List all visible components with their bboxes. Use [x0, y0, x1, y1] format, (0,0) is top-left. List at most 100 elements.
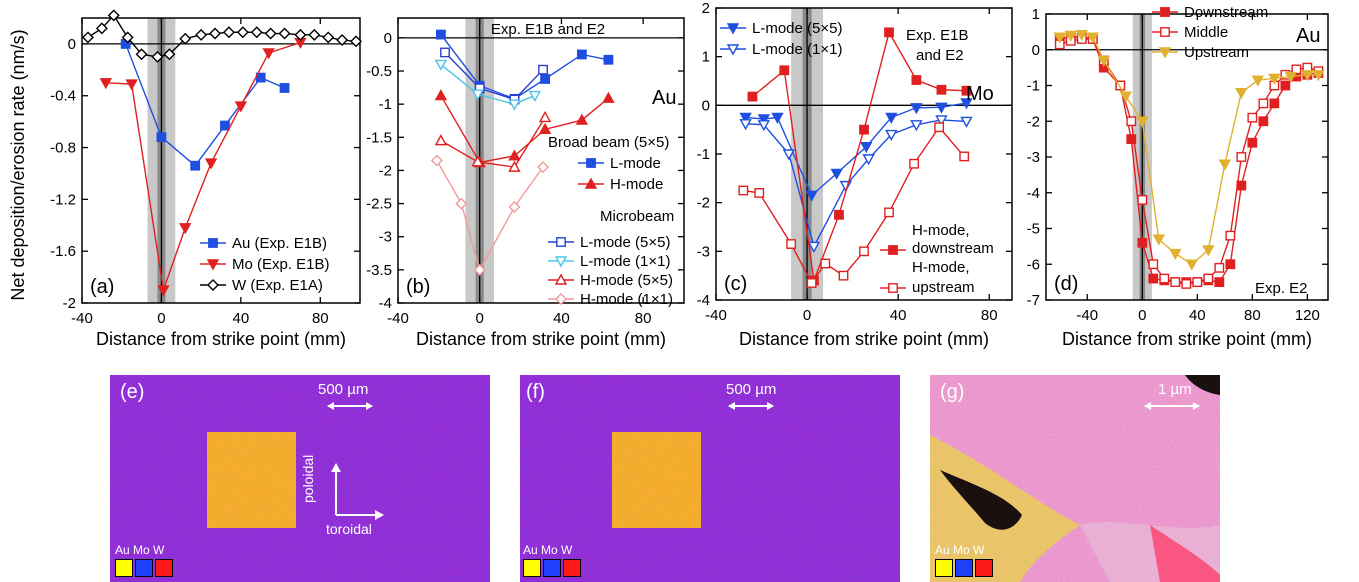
data-point [279, 83, 290, 93]
y-tick-label: -2 [697, 195, 710, 212]
legend-swatch-w [563, 559, 581, 577]
series-au-exp-e1b- [120, 39, 290, 171]
panel-label: (a) [90, 276, 114, 298]
series-w-exp-e1a- [81, 9, 363, 63]
legend-label: Downstream [1184, 4, 1268, 21]
annotation: Microbeam [600, 208, 674, 225]
legend-swatch-au [935, 559, 953, 577]
data-point [179, 223, 192, 235]
axis-label-poloidal: poloidal [300, 454, 316, 503]
legend-swatch-w [975, 559, 993, 577]
legend-entry: Middle [1152, 24, 1228, 41]
data-point [540, 74, 550, 84]
x-tick-label: 0 [803, 307, 811, 324]
series-line [444, 51, 544, 101]
data-point [807, 241, 821, 253]
y-tick-label: -5 [1027, 221, 1040, 238]
legend-marker [888, 283, 898, 293]
data-point [754, 188, 765, 198]
data-point [336, 34, 349, 47]
y-tick-label: -1 [697, 146, 710, 163]
data-point [1086, 32, 1099, 44]
data-point [757, 114, 771, 126]
data-point [508, 160, 521, 172]
x-tick-label: 80 [312, 310, 329, 327]
data-point [1137, 237, 1148, 248]
direction-arrows-icon [331, 463, 384, 520]
data-point [294, 28, 307, 41]
data-point [264, 27, 277, 40]
plot-frame [397, 17, 685, 304]
legend-marker [726, 44, 740, 56]
data-point [538, 110, 552, 123]
data-point [1214, 262, 1225, 273]
series-line [745, 119, 967, 249]
y-tick-label: -0.4 [50, 88, 76, 105]
x-tick-label: 0 [1138, 307, 1146, 324]
y-tick-label: -3 [697, 243, 710, 260]
data-point [278, 27, 291, 40]
x-tick-label: -40 [71, 310, 93, 327]
data-point [107, 9, 120, 22]
data-point [250, 26, 263, 39]
legend-label: Middle [1184, 24, 1228, 41]
series-line [105, 41, 301, 291]
series-line [1059, 38, 1319, 285]
series-middle [1054, 34, 1324, 289]
legend-marker [1158, 47, 1172, 59]
data-point [508, 149, 521, 161]
data-point [936, 84, 947, 95]
legend-label: downstream [912, 240, 994, 257]
legend-label: H-mode (1×1) [580, 291, 673, 308]
x-tick-label: 0 [476, 310, 484, 327]
series-l-mode [436, 29, 614, 104]
data-point [538, 64, 548, 75]
data-point [1236, 152, 1247, 162]
data-point [538, 122, 552, 135]
y-tick-label: -2.5 [366, 196, 392, 213]
legend-entry: H-mode (5×5) [548, 272, 673, 289]
data-point [222, 26, 235, 39]
data-point [960, 98, 973, 110]
legends: Au (Exp. E1B) Mo (Exp. E1B) W (Exp. E1A) Ex… [200, 4, 1320, 308]
chart-panel-d: -40 0 40 80 120 1 0 -1 -2 -3 -4 -5 -6 -7 Distance from… [1027, 6, 1329, 349]
data-point [1214, 277, 1225, 288]
legend-label: L-mode (5×5) [580, 234, 670, 251]
data-point [910, 120, 923, 132]
data-point [838, 270, 849, 281]
data-point [1192, 277, 1203, 288]
image-legend-labels-f: Au Mo W [523, 543, 573, 557]
data-point [434, 134, 448, 146]
annotation: Au [1296, 25, 1320, 47]
data-point [786, 239, 797, 249]
y-tick-label: 0 [1032, 42, 1040, 59]
data-point [121, 31, 134, 44]
y-tick-label: 1 [1032, 6, 1040, 23]
data-point [859, 124, 869, 135]
data-point [935, 102, 948, 114]
data-point [820, 258, 831, 269]
micrograph-e-image [110, 375, 490, 582]
axis-label-toroidal: toroidal [326, 521, 372, 537]
legend-swatch-au [523, 559, 541, 577]
legend-marker [555, 293, 567, 305]
data-point [471, 89, 484, 101]
series-line [745, 102, 967, 197]
data-point [782, 149, 796, 161]
scalebar-label-f: 500 µm [726, 381, 777, 398]
series-h-mode [434, 89, 615, 168]
x-axis-label: Distance from strike point (mm) [96, 329, 346, 349]
data-point [190, 160, 201, 171]
y-tick-label: -7 [1027, 292, 1040, 309]
legend-marker [207, 279, 219, 291]
legend-entry: W (Exp. E1A) [200, 277, 323, 294]
micrograph-g-image [930, 375, 1220, 582]
legend-swatch-mo [955, 559, 973, 577]
series-upstream [1053, 30, 1325, 271]
y-tick-label: -1.2 [50, 191, 76, 208]
data-point [204, 158, 218, 170]
legend-label: Upstream [1184, 44, 1249, 61]
data-point [135, 48, 148, 61]
data-point [805, 190, 818, 202]
data-point [95, 22, 108, 35]
